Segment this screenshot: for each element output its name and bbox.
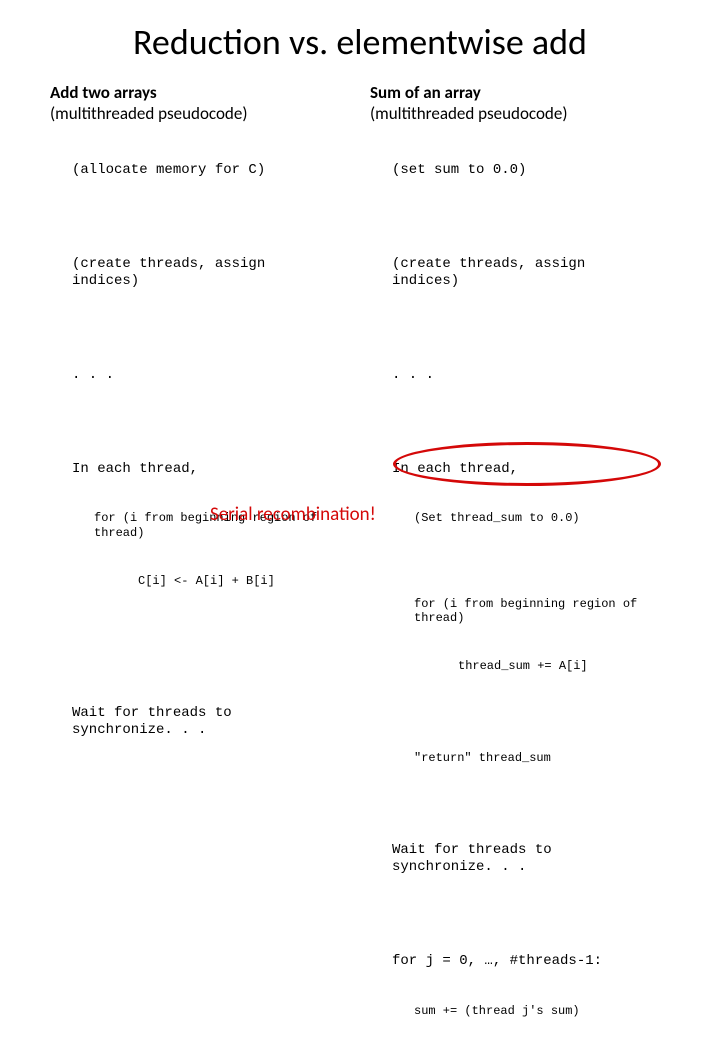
right-tsum: (Set thread_sum to 0.0) [392, 511, 670, 525]
left-header-plain: (multithreaded pseudocode) [50, 103, 247, 124]
annotation-text: Serial recombination! [210, 503, 376, 526]
left-code: (allocate memory for C) (create threads,… [50, 129, 350, 773]
right-code: (set sum to 0.0) (create threads, assign… [370, 129, 670, 1052]
right-set: (set sum to 0.0) [392, 162, 670, 179]
left-wait: Wait for threads to synchronize. . . [72, 705, 350, 739]
right-each: In each thread, [392, 461, 670, 478]
right-forj: for j = 0, …, #threads-1: [392, 953, 670, 970]
left-assign: C[i] <- A[i] + B[i] [72, 574, 350, 588]
right-sum: sum += (thread j's sum) [392, 1004, 670, 1018]
columns: Add two arrays (multithreaded pseudocode… [50, 82, 670, 1052]
left-create: (create threads, assign indices) [72, 256, 350, 290]
right-for: for (i from beginning region of thread) [392, 597, 670, 626]
right-column: Sum of an array (multithreaded pseudocod… [370, 82, 670, 1052]
left-alloc: (allocate memory for C) [72, 162, 350, 179]
right-accum: thread_sum += A[i] [392, 659, 670, 673]
right-header-bold: Sum of an array [370, 82, 481, 103]
right-wait: Wait for threads to synchronize. . . [392, 842, 670, 876]
right-create: (create threads, assign indices) [392, 256, 670, 290]
right-dots: . . . [392, 367, 670, 384]
slide-title: Reduction vs. elementwise add [50, 20, 670, 64]
slide: Reduction vs. elementwise add Add two ar… [0, 0, 720, 540]
left-header: Add two arrays (multithreaded pseudocode… [50, 82, 350, 125]
left-dots: . . . [72, 367, 350, 384]
right-header: Sum of an array (multithreaded pseudocod… [370, 82, 670, 125]
left-header-bold: Add two arrays [50, 82, 157, 103]
left-column: Add two arrays (multithreaded pseudocode… [50, 82, 350, 1052]
right-return: "return" thread_sum [392, 751, 670, 765]
left-each: In each thread, [72, 461, 350, 478]
right-header-plain: (multithreaded pseudocode) [370, 103, 567, 124]
